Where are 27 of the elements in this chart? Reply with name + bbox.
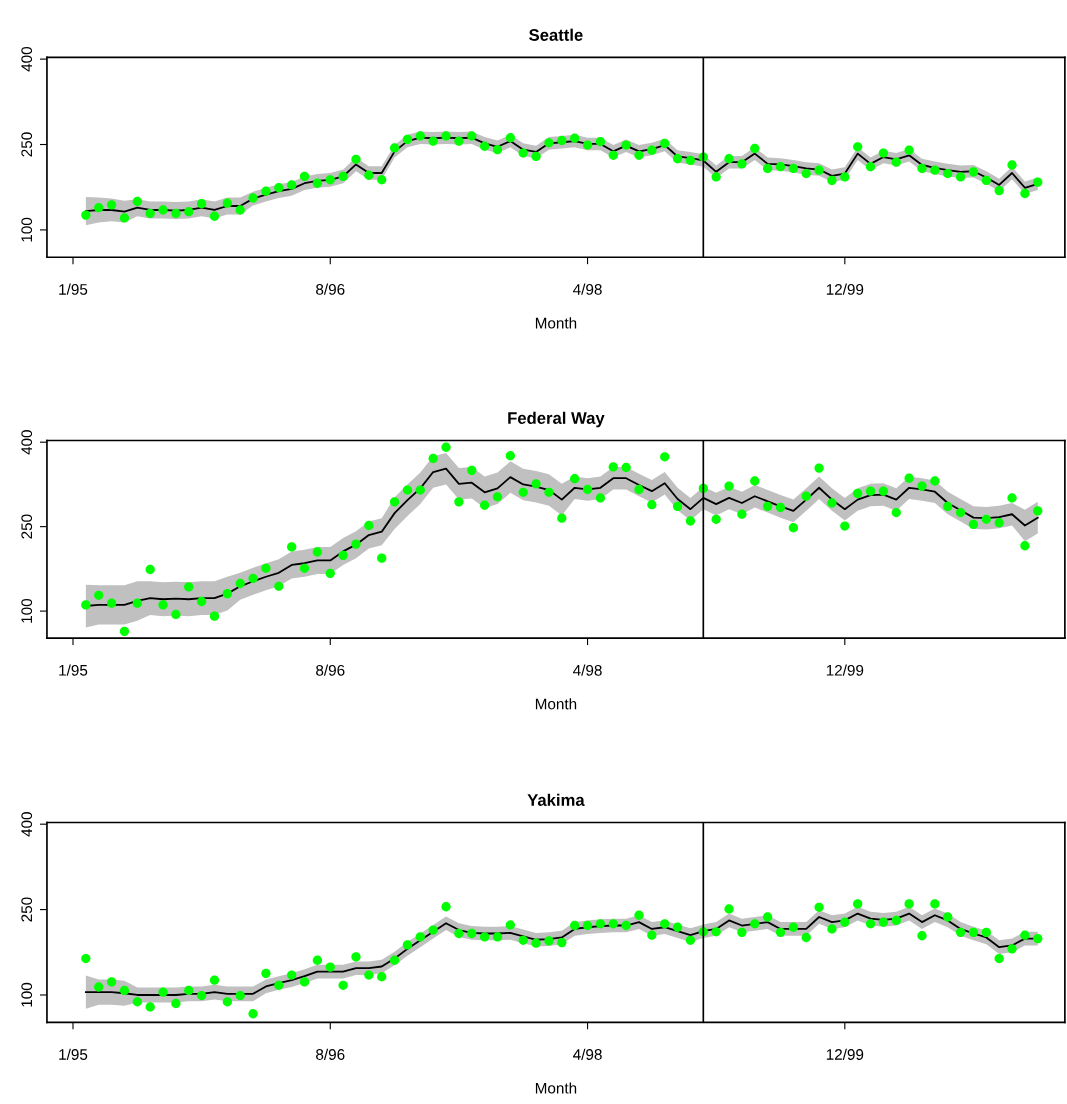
x-tick-label: 1/95 [59,664,88,676]
x-tick-label: 1/95 [59,1048,88,1060]
x-tick-label: 12/99 [826,664,864,676]
y-tick-label: 400 [21,812,33,837]
x-axis-title: Month [535,1082,577,1094]
x-tick-label: 8/96 [316,283,345,295]
y-tick-label: 250 [21,132,33,157]
x-tick-label: 8/96 [316,664,345,676]
chart-title: Federal Way [508,411,605,428]
x-axis-title: Month [535,698,577,710]
x-axis-title: Month [535,317,577,329]
y-tick-label: 100 [21,598,33,623]
x-tick-label: 12/99 [826,283,864,295]
x-tick-label: 8/96 [316,1048,345,1060]
x-tick-label: 1/95 [59,283,88,295]
chart-title: Seattle [529,28,583,41]
x-tick-label: 4/98 [573,283,602,295]
y-tick-label: 400 [21,430,33,455]
y-tick-label: 100 [21,982,33,1007]
y-tick-label: 250 [21,897,33,922]
y-tick-label: 100 [21,217,33,242]
y-tick-label: 250 [21,514,33,539]
x-tick-label: 4/98 [573,664,602,676]
x-tick-label: 12/99 [826,1048,864,1060]
chart-title: Yakima [527,793,585,806]
y-tick-label: 400 [21,46,33,72]
x-tick-label: 4/98 [573,1048,602,1060]
